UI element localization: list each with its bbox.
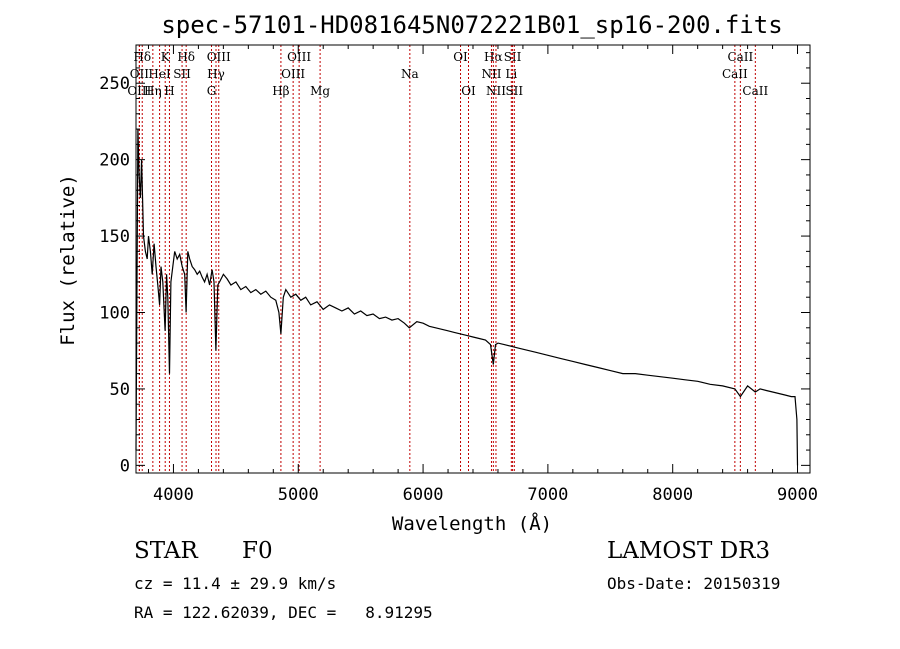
marker-label-0: Hδ [133, 50, 151, 64]
marker-label-15: Mg [310, 84, 330, 98]
chart-title: spec-57101-HD081645N072221B01_sp16-200.f… [161, 11, 782, 39]
spectrum-series [135, 129, 799, 466]
x-tick-label-0: 4000 [153, 485, 194, 505]
marker-label-21: NII [481, 67, 501, 81]
x-tick-label-5: 9000 [777, 485, 818, 505]
marker-label-6: Hδ [177, 50, 195, 64]
marker-label-14: Hβ [272, 84, 289, 98]
plot-frame [135, 44, 811, 474]
y-tick-label-4: 200 [99, 151, 130, 171]
x-axis: 4000 5000 6000 7000 8000 9000 [147, 45, 818, 505]
marker-label-7: SII [173, 67, 191, 81]
marker-label-2: OIII [127, 84, 151, 98]
y-tick-label-5: 250 [99, 74, 130, 94]
observation-date: Obs-Date: 20150319 [607, 574, 781, 593]
marker-label-25: CaII [727, 50, 753, 64]
marker-label-10: Hγ [207, 67, 225, 81]
y-axis: 0 50 100 150 200 250 [99, 52, 810, 476]
marker-label-8: H [164, 84, 174, 98]
marker-label-27: CaII [742, 84, 768, 98]
y-axis-label: Flux (relative) [57, 174, 79, 346]
x-axis-label: Wavelength (Å) [392, 512, 552, 535]
marker-label-26: CaII [722, 67, 748, 81]
survey-name: LAMOST DR3 [607, 538, 771, 564]
y-tick-label-0: 0 [120, 456, 130, 476]
marker-label-23: NII [486, 84, 506, 98]
x-tick-label-3: 7000 [527, 485, 568, 505]
marker-label-4: HeI [148, 67, 171, 81]
marker-label-17: OI [453, 50, 468, 64]
marker-label-19: Hα [484, 50, 503, 64]
marker-label-3: K [161, 50, 171, 64]
marker-label-24: SII [505, 84, 523, 98]
marker-label-11: G [207, 84, 217, 98]
marker-label-22: Li [505, 67, 517, 81]
marker-label-9: OIII [207, 50, 231, 64]
x-tick-label-2: 6000 [403, 485, 444, 505]
marker-label-13: OIII [281, 67, 305, 81]
marker-label-20: SII [504, 50, 522, 64]
x-tick-label-4: 8000 [652, 485, 693, 505]
marker-label-16: Na [401, 67, 419, 81]
y-tick-label-3: 150 [99, 227, 130, 247]
marker-label-12: OIII [287, 50, 311, 64]
coordinates-text: RA = 122.62039, DEC = 8.91295 [134, 603, 433, 622]
object-subclass: F0 [242, 538, 273, 564]
x-tick-label-1: 5000 [278, 485, 319, 505]
redshift-text: cz = 11.4 ± 29.9 km/s [134, 574, 337, 593]
marker-label-18: OI [461, 84, 476, 98]
object-class: STAR [134, 538, 198, 564]
marker-label-5: Hη [144, 84, 162, 98]
y-tick-label-2: 100 [99, 304, 130, 324]
y-tick-label-1: 50 [110, 380, 130, 400]
spectrum-line [135, 129, 799, 466]
